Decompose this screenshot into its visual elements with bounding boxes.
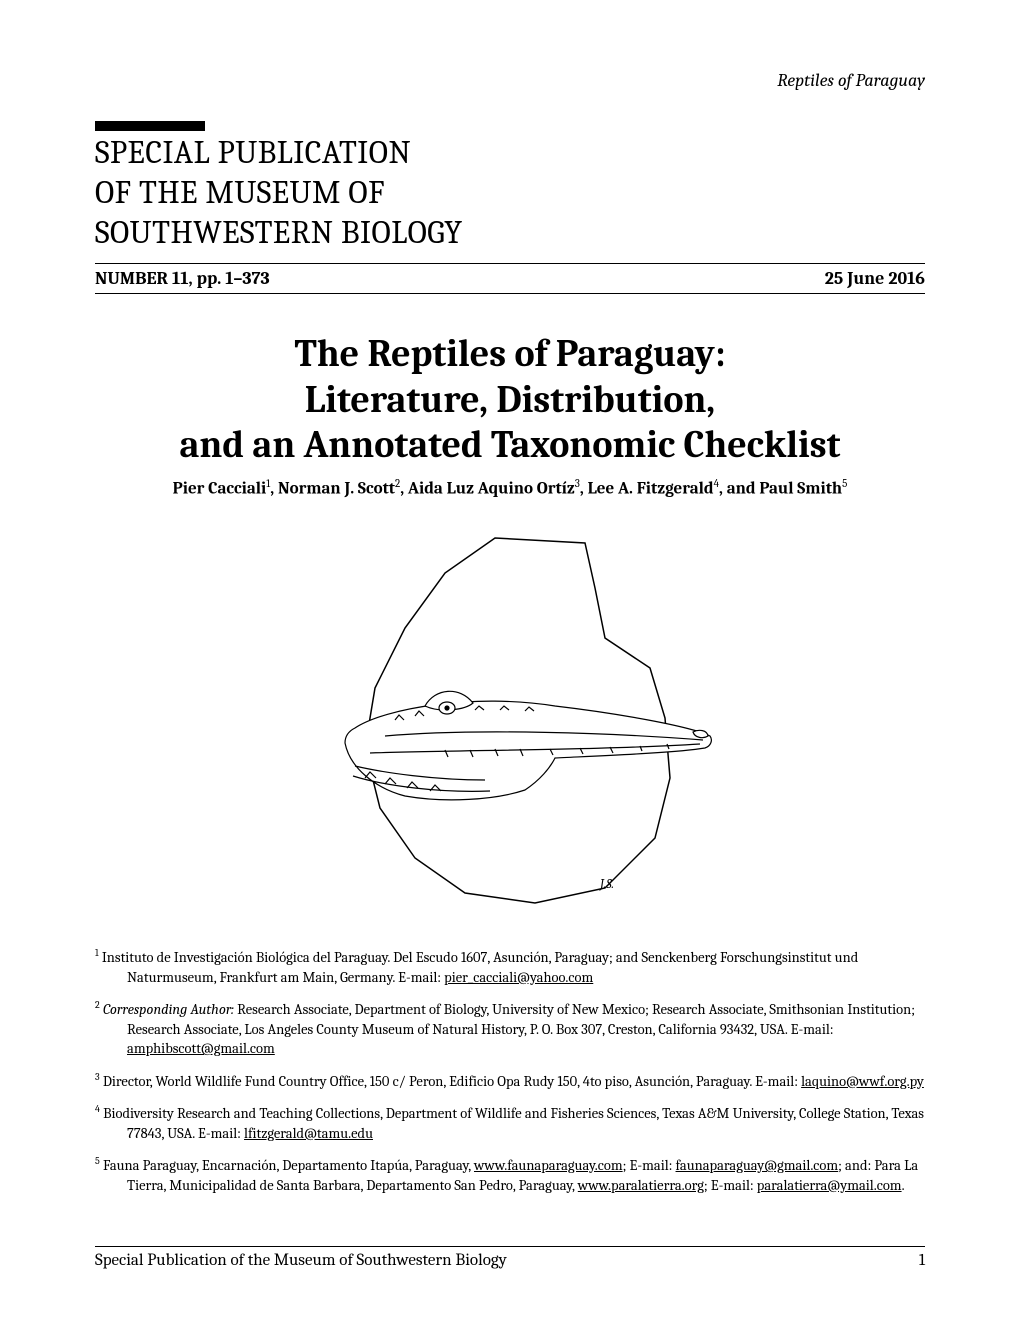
caiman-illustration: J.S. [295, 518, 725, 918]
figure: J.S. [95, 518, 925, 922]
pub-title-line: SOUTHWESTERN BIOLOGY [95, 214, 463, 251]
author-name: Norman J. Scott [278, 479, 395, 498]
article-title: The Reptiles of Paraguay: Literature, Di… [95, 332, 925, 469]
author-name: Aida Luz Aquino Ortíz [408, 479, 575, 498]
pub-title-line: OF THE MUSEUM OF [95, 174, 385, 211]
author-affil-marker: 1 [266, 477, 270, 490]
affil-link[interactable]: lfitzgerald@tamu.edu [244, 1125, 373, 1142]
affiliation: 1 Instituto de Investigación Biológica d… [95, 947, 925, 987]
pub-title-line: SPECIAL PUBLICATION [95, 134, 411, 171]
affiliation: 5 Fauna Paraguay, Encarnación, Departame… [95, 1155, 925, 1195]
affil-link[interactable]: www.faunaparaguay.com [474, 1157, 623, 1174]
author-affil-marker: 4 [714, 477, 719, 490]
author-name: Lee A. Fitzgerald [588, 479, 714, 498]
affil-number: 4 [95, 1103, 100, 1115]
author-affil-marker: 5 [842, 477, 847, 490]
page: Reptiles of Paraguay SPECIAL PUBLICATION… [0, 0, 1020, 1320]
affiliation: 4 Biodiversity Research and Teaching Col… [95, 1103, 925, 1143]
article-title-line: and an Annotated Taxonomic Checklist [179, 423, 840, 467]
issue-number: NUMBER 11, pp. 1–373 [95, 268, 270, 289]
footer: Special Publication of the Museum of Sou… [95, 1246, 925, 1270]
affil-link[interactable]: faunaparaguay@gmail.com [676, 1157, 839, 1174]
affil-link[interactable]: paralatierra@ymail.com [757, 1177, 902, 1194]
affil-link[interactable]: pier_cacciali@yahoo.com [444, 969, 593, 986]
affiliation: 2 Corresponding Author: Research Associa… [95, 999, 925, 1059]
author-affil-marker: 3 [575, 477, 580, 490]
corresponding-author-label: Corresponding Author: [103, 1001, 234, 1018]
affil-link[interactable]: amphibscott@gmail.com [127, 1040, 275, 1057]
affil-number: 1 [95, 947, 99, 959]
footer-page-number: 1 [919, 1251, 925, 1270]
article-title-line: The Reptiles of Paraguay: [295, 332, 726, 376]
issue-date: 25 June 2016 [825, 268, 925, 289]
footer-left: Special Publication of the Museum of Sou… [95, 1251, 507, 1270]
affil-number: 5 [95, 1155, 100, 1167]
author-affil-marker: 2 [395, 477, 400, 490]
publication-title: SPECIAL PUBLICATION OF THE MUSEUM OF SOU… [95, 133, 925, 253]
author-name: Paul Smith [759, 479, 842, 498]
affil-link[interactable]: laquino@wwf.org.py [801, 1073, 924, 1090]
affil-number: 2 [95, 999, 100, 1011]
affiliation: 3 Director, World Wildlife Fund Country … [95, 1071, 925, 1091]
affil-link[interactable]: www.paralatierra.org [578, 1177, 704, 1194]
affiliations: 1 Instituto de Investigación Biológica d… [95, 947, 925, 1195]
article-title-line: Literature, Distribution, [305, 378, 715, 422]
issue-line: NUMBER 11, pp. 1–373 25 June 2016 [95, 263, 925, 294]
authors: Pier Cacciali1, Norman J. Scott2, Aida L… [95, 477, 925, 499]
svg-text:J.S.: J.S. [599, 877, 614, 892]
header-rule [95, 121, 205, 131]
running-header: Reptiles of Paraguay [95, 70, 925, 91]
author-name: Pier Cacciali [173, 479, 267, 498]
affil-number: 3 [95, 1071, 100, 1083]
